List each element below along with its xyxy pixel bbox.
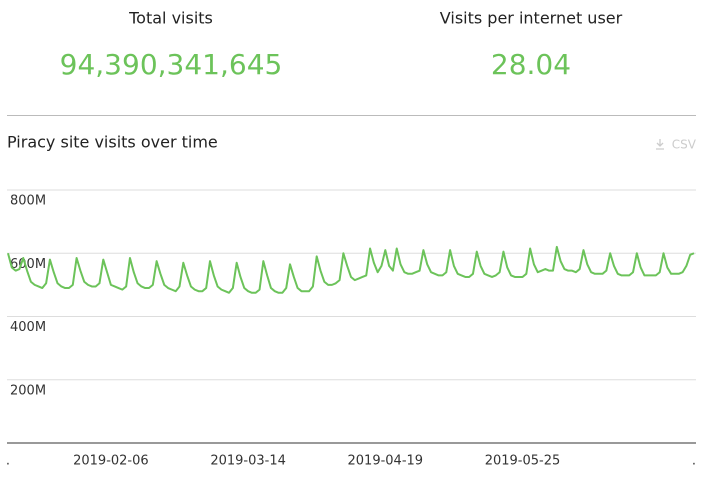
csv-label[interactable]: CSV — [672, 138, 697, 152]
stat-value: 94,390,341,645 — [60, 48, 283, 81]
y-tick-label: 200M — [10, 383, 46, 398]
stat-label: Visits per internet user — [440, 9, 623, 28]
download-icon — [656, 139, 664, 150]
stat-value: 28.04 — [491, 48, 571, 81]
x-tick-label: . — [692, 454, 696, 469]
stat-label: Total visits — [128, 9, 213, 28]
y-tick-label: 800M — [10, 194, 46, 209]
y-tick-label: 400M — [10, 320, 46, 335]
x-tick-label: 2019-04-19 — [348, 454, 424, 469]
x-tick-label: 2019-03-14 — [210, 454, 286, 469]
chart-title: Piracy site visits over time — [7, 133, 218, 152]
x-tick-label: 2019-05-25 — [485, 454, 561, 469]
x-tick-label: 2019-02-06 — [73, 454, 149, 469]
x-tick-label: . — [6, 454, 10, 469]
csv-button[interactable]: CSV — [656, 138, 697, 152]
visits-line — [7, 245, 695, 294]
